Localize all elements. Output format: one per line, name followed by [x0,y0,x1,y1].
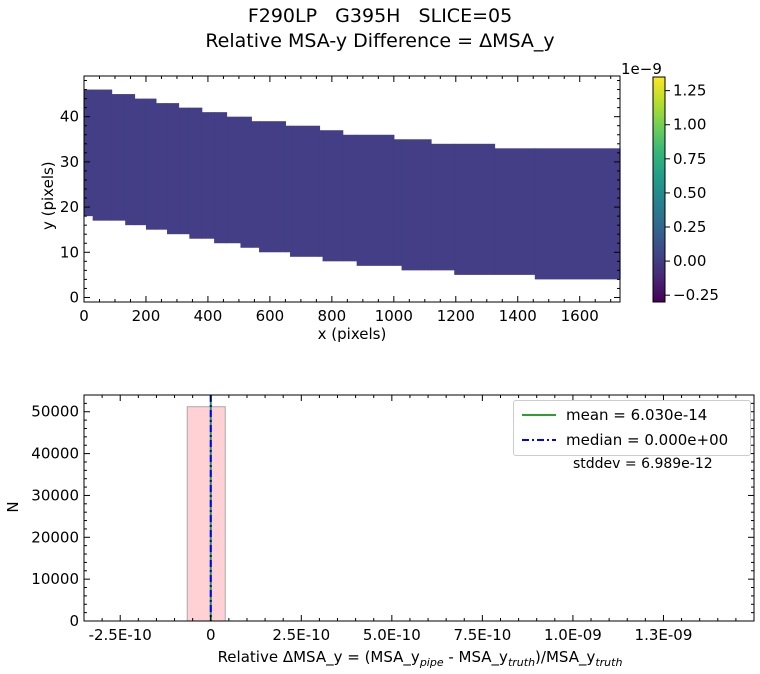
histogram-ylabel: N [4,501,22,513]
heatmap-region-step-24 [431,143,455,271]
legend-label-median: median = 0.000e+00 [566,431,729,449]
stddev-annotation: stddev = 6.989e-12 [573,456,713,472]
xlabel-sub-pipe: pipe [419,656,444,669]
histogram-ytick-label-2: 20000 [31,528,79,546]
heatmap-region-step-26 [494,148,536,275]
histogram-ytick-label-4: 40000 [31,445,79,463]
histogram-xtick-label-6: 1.3E-09 [635,626,693,644]
heatmap-region-step-20 [342,134,358,262]
heatmap-region-step-4 [134,98,147,226]
histogram-ytick-label-5: 50000 [31,403,79,421]
histogram-ytick-label-1: 10000 [31,570,79,588]
heatmap-region-step-25 [454,143,496,275]
heatmap-xtick-label-3: 600 [256,307,285,325]
heatmap-xtick-label-2: 400 [194,307,223,325]
heatmap-ytick-label-1: 10 [60,243,79,261]
colorbar-tick-label-4: 0.25 [673,218,706,236]
heatmap-region-step-0 [84,89,94,217]
heatmap-xtick-label-4: 800 [318,307,347,325]
histogram-ytick-label-3: 30000 [31,486,79,504]
heatmap-ytick-label-2: 20 [60,198,79,216]
colorbar-tick-label-0: 1.25 [673,82,706,100]
histogram-bar-0 [186,406,226,622]
heatmap-region-step-5 [145,98,157,230]
heatmap-region-step-23 [401,139,432,271]
heatmap-region-step-10 [201,112,215,239]
heatmap-xtick-label-8: 1600 [561,307,599,325]
heatmap-region-step-1 [92,89,113,221]
heatmap-region-step-13 [240,116,252,248]
heatmap-xtick-label-6: 1200 [437,307,475,325]
legend-label-mean: mean = 6.030e-14 [566,406,708,424]
heatmap-xtick-label-0: 0 [79,307,89,325]
heatmap-region-step-11 [214,112,228,244]
legend-line-mean-icon [522,414,556,416]
heatmap-region-step-19 [322,130,344,262]
colorbar-tick-label-3: 0.50 [673,184,706,202]
legend-entry-mean: mean = 6.030e-14 [522,405,707,425]
xlabel-part-mid: - MSA_y [443,648,508,666]
heatmap-region-step-22 [393,139,403,266]
heatmap-region-step-17 [290,125,321,257]
figure-title-line1: F290LP G395H SLICE=05 [247,5,513,27]
xlabel-part-pre: Relative ΔMSA_y = (MSA_y [217,648,420,666]
histogram-legend: mean = 6.030e-14 median = 0.000e+00 [513,400,751,456]
colorbar-tick-label-1: 1.00 [673,116,706,134]
figure-title-line2: Relative MSA-y Difference = ΔMSA_y [205,30,555,52]
heatmap-ytick-label-0: 0 [69,288,79,306]
xlabel-sub-truth-2: truth [595,656,623,669]
xlabel-part-post: )/MSA_y [535,648,596,666]
colorbar-tick-label-2: 0.75 [673,150,706,168]
heatmap-region-step-6 [155,103,168,230]
histogram-xtick-label-1: 0 [206,626,216,644]
histogram-frame [83,394,755,622]
heatmap-ylabel: y (pixels) [39,161,57,230]
histogram-xtick-label-2: 2.5E-10 [272,626,330,644]
histogram-xlabel: Relative ΔMSA_y = (MSA_ypipe - MSA_ytrut… [140,648,700,669]
colorbar-exponent-label: 1e−9 [621,60,662,78]
heatmap-region-step-12 [226,116,242,244]
histogram-xtick-label-4: 7.5E-10 [453,626,511,644]
histogram-ytick-label-0: 0 [69,612,79,630]
xlabel-sub-truth: truth [507,656,536,669]
legend-entry-median: median = 0.000e+00 [522,430,728,450]
heatmap-region-step-3 [125,94,136,226]
legend-line-median-icon [522,439,556,441]
heatmap-ytick-label-4: 40 [60,108,79,126]
heatmap-region-step-16 [285,125,291,253]
heatmap-xtick-label-7: 1400 [499,307,537,325]
heatmap-region-step-21 [356,134,395,266]
histogram-xtick-label-0: -2.5E-10 [89,626,152,644]
heatmap-region-step-8 [178,107,190,235]
histogram-xtick-label-3: 5.0E-10 [363,626,421,644]
heatmap-region-step-2 [111,94,126,221]
heatmap-xlabel: x (pixels) [317,325,387,343]
histogram-xtick-label-5: 1.0E-09 [544,626,602,644]
heatmap-region-step-7 [167,103,180,235]
heatmap-region-step-15 [259,121,286,253]
heatmap-region-step-14 [251,121,260,248]
colorbar [652,76,666,303]
heatmap-region-step-18 [319,130,324,257]
heatmap-xtick-label-5: 1000 [375,307,413,325]
colorbar-tick-label-5: 0.00 [673,252,706,270]
heatmap-ytick-label-3: 30 [60,153,79,171]
heatmap-xtick-label-1: 200 [132,307,161,325]
colorbar-tick-label-6: −0.25 [673,286,719,304]
heatmap-region-step-27 [534,148,621,280]
heatmap-region-step-9 [189,107,203,239]
